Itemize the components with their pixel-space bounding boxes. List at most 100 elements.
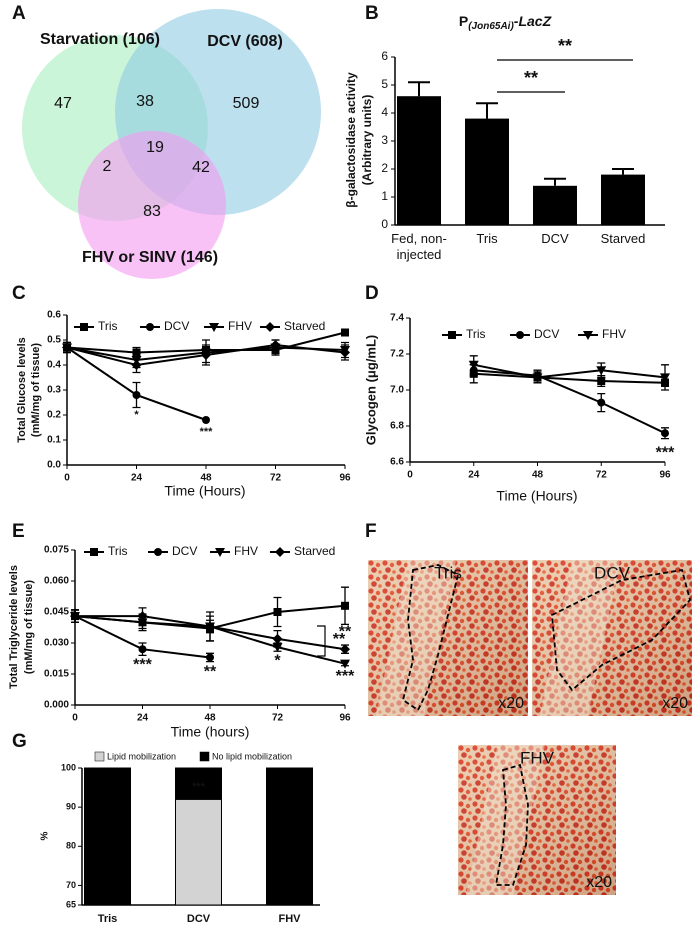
bracket-label: ** bbox=[333, 631, 346, 648]
y-tick-label: 5 bbox=[381, 77, 388, 91]
y-tick-label: 65 bbox=[66, 899, 76, 909]
x-axis-label: Time (hours) bbox=[171, 724, 250, 740]
magnification: x20 bbox=[586, 874, 612, 891]
legend-marker bbox=[146, 323, 154, 331]
y-tick-label: 3 bbox=[381, 133, 388, 147]
marker bbox=[597, 398, 606, 407]
legend-label: DCV bbox=[164, 319, 189, 333]
y-tick-label: 0.5 bbox=[47, 335, 61, 346]
x-tick-label: Tris bbox=[98, 913, 118, 925]
y-tick-label: 0 bbox=[381, 217, 388, 231]
error-bar bbox=[476, 102, 498, 119]
panel-title: FHV bbox=[520, 748, 555, 767]
marker bbox=[137, 611, 148, 622]
x-tick-label: 72 bbox=[596, 470, 608, 481]
bar bbox=[397, 96, 441, 225]
marker bbox=[202, 416, 210, 424]
panel-letter: B bbox=[365, 3, 379, 24]
x-tick-label: DCV bbox=[541, 231, 569, 246]
error-bar bbox=[544, 177, 566, 186]
y-tick-label: 0.6 bbox=[47, 310, 61, 321]
y-tick-label: 90 bbox=[66, 802, 76, 812]
legend-swatch bbox=[199, 751, 210, 762]
marker bbox=[132, 391, 141, 399]
x-tick-label: Fed, non-injected bbox=[391, 231, 447, 262]
y-tick-label: 0.000 bbox=[44, 700, 69, 711]
region-outline bbox=[401, 564, 460, 712]
y-tick-label: 7.2 bbox=[390, 349, 404, 360]
legend-marker bbox=[80, 323, 88, 331]
y-tick-label: 6.6 bbox=[390, 457, 404, 468]
legend-label: DCV bbox=[534, 327, 559, 341]
significance-label: *** bbox=[336, 668, 355, 685]
x-tick-label: FHV bbox=[279, 913, 302, 925]
legend-label: Starved bbox=[284, 319, 325, 333]
marker bbox=[273, 608, 282, 616]
bar-segment bbox=[84, 767, 131, 906]
legend-marker bbox=[154, 548, 162, 556]
error-bar bbox=[408, 81, 430, 97]
panel-letter: C bbox=[12, 283, 26, 304]
y-axis-label: (Arbitrary units) bbox=[360, 95, 374, 186]
legend-swatch bbox=[94, 751, 105, 762]
marker bbox=[270, 340, 281, 350]
region-count: 509 bbox=[233, 95, 260, 112]
x-tick-label: 0 bbox=[72, 713, 78, 724]
legend-label: Tris bbox=[98, 319, 118, 333]
significance-label: *** bbox=[133, 656, 152, 673]
title-part: -LacZ bbox=[514, 13, 552, 29]
x-tick-label-box: Tris bbox=[476, 231, 497, 246]
legend-label: FHV bbox=[234, 544, 258, 558]
significance-label: *** bbox=[656, 444, 675, 461]
bar-segment bbox=[175, 798, 222, 906]
region-outline bbox=[494, 763, 529, 886]
series-line bbox=[473, 369, 666, 435]
bracket bbox=[317, 625, 326, 657]
y-axis-label: Total Triglyceride levels bbox=[8, 565, 20, 689]
y-tick-label: 7.4 bbox=[390, 313, 404, 324]
y-tick-label: 0.0 bbox=[47, 460, 61, 471]
x-tick-label: 72 bbox=[272, 713, 284, 724]
region-count: 38 bbox=[136, 93, 154, 110]
bar-segment bbox=[175, 767, 222, 800]
region-count: 47 bbox=[54, 95, 72, 112]
bar bbox=[533, 185, 577, 225]
y-tick-label: 1 bbox=[381, 189, 388, 203]
micrograph-band bbox=[540, 560, 620, 716]
y-tick-label: 70 bbox=[66, 880, 76, 890]
legend-marker bbox=[90, 548, 98, 556]
series-line bbox=[473, 363, 666, 379]
x-tick-label: 24 bbox=[137, 713, 149, 724]
x-tick-label: 96 bbox=[339, 473, 351, 484]
x-tick-label: 96 bbox=[659, 470, 671, 481]
marker bbox=[468, 360, 479, 370]
x-tick-label-box: Fed, non-injected bbox=[391, 231, 447, 262]
bar-segment bbox=[266, 767, 313, 906]
panel-letter: F bbox=[365, 521, 377, 542]
y-tick-label: 4 bbox=[381, 105, 388, 119]
y-axis-label: (mM/mg of tissue) bbox=[23, 580, 35, 674]
venn-circle bbox=[78, 131, 226, 279]
x-tick-label: 48 bbox=[532, 470, 544, 481]
x-tick-label: 48 bbox=[200, 473, 212, 484]
marker bbox=[206, 653, 214, 662]
x-tick-label: 0 bbox=[407, 470, 413, 481]
micrograph: Tris x20 bbox=[368, 560, 528, 716]
marker bbox=[660, 373, 670, 383]
chart-title: P(Jon65Ai)-LacZ bbox=[459, 13, 552, 32]
x-axis-label: Time (Hours) bbox=[164, 483, 245, 499]
marker bbox=[596, 366, 607, 376]
significance-label: ** bbox=[204, 664, 217, 681]
y-tick-label: 0.075 bbox=[44, 545, 69, 556]
legend-marker bbox=[448, 331, 456, 339]
micrograph: FHV x20 bbox=[458, 745, 616, 895]
x-tick-label: 48 bbox=[204, 713, 216, 724]
marker bbox=[272, 633, 283, 644]
bar bbox=[465, 118, 509, 225]
region-count: 19 bbox=[146, 139, 164, 156]
panel-letter: D bbox=[365, 283, 379, 304]
region-count: 42 bbox=[192, 159, 210, 176]
x-tick-label: 0 bbox=[64, 473, 70, 484]
